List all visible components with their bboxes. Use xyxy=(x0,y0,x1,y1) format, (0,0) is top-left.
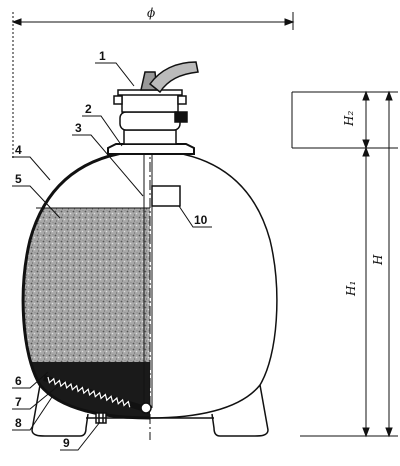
part-label-3: 3 xyxy=(75,121,82,135)
part-label-5: 5 xyxy=(15,172,22,186)
part-label-9: 9 xyxy=(63,436,70,450)
inlet-elbow xyxy=(151,185,181,207)
tank-shell-left xyxy=(21,148,151,420)
diameter-dimension xyxy=(11,12,295,160)
height-body-label: H₁ xyxy=(344,281,358,297)
underdrain-lateral xyxy=(43,375,152,414)
base-stand xyxy=(31,384,269,437)
leader-lines xyxy=(12,62,212,451)
part-label-4: 4 xyxy=(15,143,22,157)
part-label-2: 2 xyxy=(85,102,92,116)
part-label-1: 1 xyxy=(99,49,106,63)
part-label-7: 7 xyxy=(15,395,22,409)
multiport-valve xyxy=(107,61,199,155)
height-top-label: H₂ xyxy=(342,111,356,127)
height-dimensions xyxy=(291,90,398,438)
part-label-6: 6 xyxy=(15,374,22,388)
part-label-8: 8 xyxy=(15,416,22,430)
diameter-label: ϕ xyxy=(147,6,155,20)
part-label-10: 10 xyxy=(194,213,208,227)
tank-shell-right xyxy=(149,149,278,419)
height-total-label: H xyxy=(371,254,385,266)
